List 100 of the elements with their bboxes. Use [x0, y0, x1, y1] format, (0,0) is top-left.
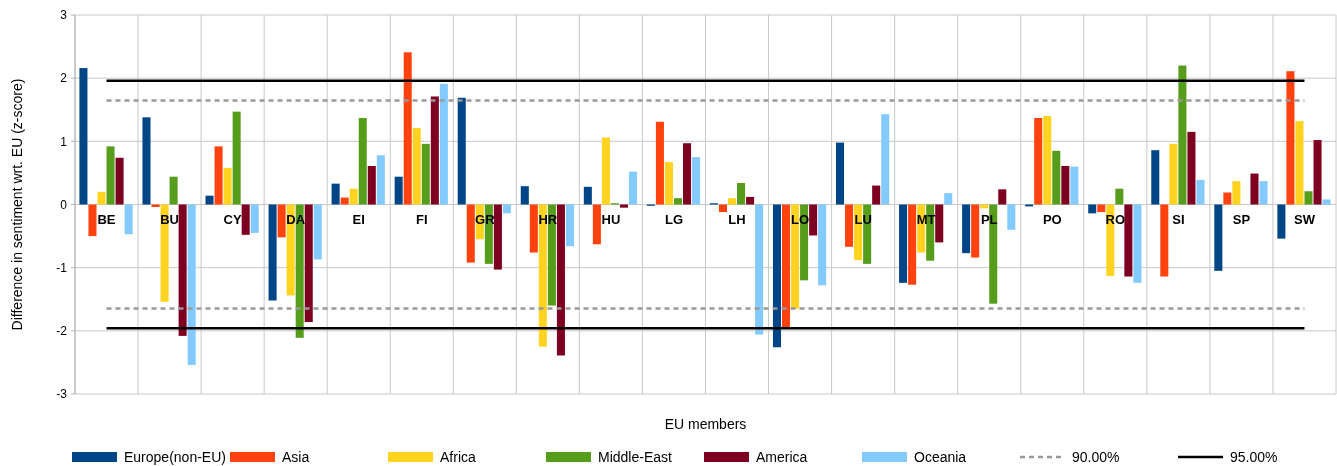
bar: [466, 204, 475, 263]
bar: [583, 186, 592, 205]
bar: [592, 204, 601, 245]
bar: [601, 137, 610, 205]
bar: [718, 204, 727, 213]
legend-label: Middle-East: [598, 448, 673, 465]
bar: [556, 204, 565, 356]
bar: [1088, 204, 1097, 214]
bar: [899, 204, 908, 283]
bar: [241, 204, 250, 235]
bar: [205, 195, 214, 205]
bar: [115, 157, 124, 205]
bar: [439, 83, 448, 205]
bar: [1124, 204, 1133, 277]
x-tick-label: EI: [352, 211, 365, 227]
x-tick-label: FI: [415, 211, 428, 227]
bar: [565, 204, 574, 247]
bar: [692, 157, 701, 205]
bar: [935, 204, 944, 243]
bar: [1196, 179, 1205, 205]
bar: [304, 204, 313, 322]
bar: [349, 188, 358, 205]
legend-label: 90.00%: [1072, 448, 1120, 465]
bar: [772, 204, 781, 348]
bar: [529, 204, 538, 253]
bar: [836, 142, 845, 205]
bar: [1286, 71, 1295, 205]
y-tick-label: -3: [56, 387, 68, 402]
x-tick-label: GR: [475, 211, 496, 227]
bar: [1187, 131, 1196, 205]
bar: [1313, 140, 1322, 205]
bar: [655, 121, 664, 205]
bar: [169, 176, 178, 205]
bar: [250, 204, 259, 233]
bar: [457, 97, 466, 205]
bar: [755, 204, 764, 335]
bar: [340, 197, 349, 205]
bar: [313, 204, 322, 260]
bar: [1151, 150, 1160, 205]
bar: [1052, 150, 1061, 205]
bar: [673, 198, 683, 205]
bar: [1259, 181, 1268, 205]
bar: [971, 204, 980, 258]
y-axis-title: Difference in sentiment wrt. EU (z-score): [9, 78, 25, 331]
x-tick-label: LO: [791, 211, 810, 227]
bar: [962, 204, 971, 254]
bar: [1133, 204, 1142, 283]
x-axis-title: EU members: [664, 416, 747, 432]
bar: [908, 204, 917, 285]
legend-label: America: [756, 448, 808, 465]
bar: [187, 204, 196, 365]
bar: [818, 204, 827, 286]
bar: [223, 167, 232, 205]
x-tick-label: CY: [223, 211, 242, 227]
x-tick-label: HU: [601, 211, 621, 227]
bar: [412, 128, 421, 205]
bar: [493, 204, 502, 270]
bar: [268, 204, 277, 301]
y-tick-label: 3: [60, 8, 68, 23]
bar: [881, 114, 890, 205]
bar: [737, 183, 746, 205]
bar: [1169, 143, 1178, 205]
bar: [998, 189, 1007, 205]
legend-label: Oceania: [914, 448, 967, 465]
x-tick-label: BE: [97, 211, 116, 227]
bar: [746, 196, 755, 205]
bar: [1322, 199, 1331, 205]
bar: [782, 204, 791, 329]
bar: [809, 204, 818, 236]
bar: [1034, 117, 1043, 205]
bar: [1214, 204, 1223, 271]
bar: [872, 185, 881, 205]
bar: [944, 193, 953, 205]
x-tick-label: SW: [1294, 211, 1316, 227]
bar: [629, 171, 638, 205]
bar: [277, 204, 286, 238]
bar: [79, 68, 88, 205]
x-tick-label: MT: [916, 211, 936, 227]
x-tick-label: SI: [1172, 211, 1185, 227]
legend-label: Africa: [440, 448, 476, 465]
bar: [845, 204, 854, 247]
x-tick-label: LH: [728, 211, 746, 227]
y-tick-label: -1: [56, 260, 68, 275]
x-tick-label: SP: [1232, 211, 1251, 227]
legend-label: Europe(non-EU): [124, 448, 226, 465]
y-tick-label: 2: [60, 71, 68, 86]
bar: [358, 117, 367, 205]
bar: [727, 198, 737, 205]
bar: [376, 155, 385, 205]
bar: [619, 204, 628, 208]
bar: [394, 176, 403, 205]
bar: [1043, 116, 1052, 205]
bar: [124, 204, 133, 235]
legend-label: 95.00%: [1230, 448, 1278, 465]
bar: [1223, 192, 1232, 205]
bar: [106, 146, 115, 205]
bar: [1295, 121, 1304, 205]
y-tick-label: -2: [56, 324, 68, 339]
bar: [1304, 191, 1313, 205]
bar: [232, 111, 241, 205]
